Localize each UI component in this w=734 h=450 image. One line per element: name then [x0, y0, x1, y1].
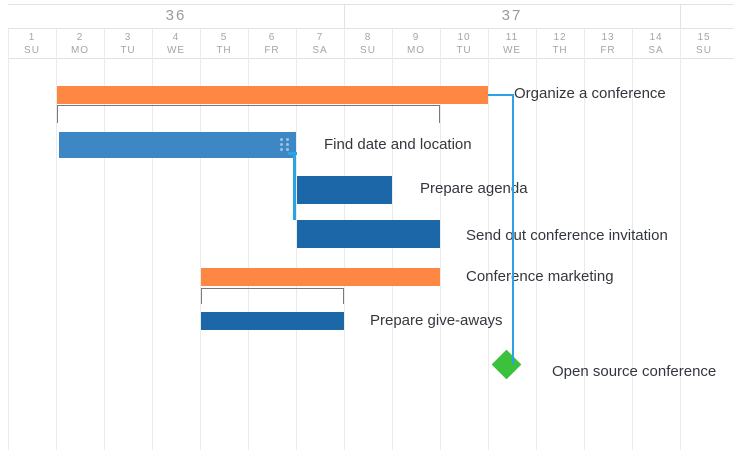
- header-divider: [8, 28, 734, 29]
- summary-bracket: [57, 105, 440, 123]
- day-of-week: MO: [70, 45, 90, 56]
- task-bar-find-date-location[interactable]: [59, 132, 296, 158]
- day-number: 4: [172, 32, 180, 43]
- day-header-cell: 8 SU: [344, 28, 392, 58]
- day-header-cell: 2 MO: [56, 28, 104, 58]
- task-bar-conference-marketing[interactable]: [201, 268, 440, 286]
- day-grid-line: [248, 28, 249, 450]
- day-grid-line: [488, 28, 489, 450]
- day-of-week: TH: [552, 45, 568, 56]
- drag-handle-icon[interactable]: [280, 138, 290, 152]
- day-of-week: SA: [312, 45, 328, 56]
- day-grid-line: [536, 28, 537, 450]
- summary-bracket: [201, 288, 344, 304]
- day-header-cell: 5 TH: [200, 28, 248, 58]
- task-label: Organize a conference: [514, 85, 666, 102]
- header-top-border: [8, 4, 734, 5]
- week-separator: [344, 4, 345, 28]
- day-grid-line: [440, 28, 441, 450]
- day-header-cell: 11 WE: [488, 28, 536, 58]
- day-of-week: FR: [600, 45, 616, 56]
- day-header-cell: 10 TU: [440, 28, 488, 58]
- day-grid-line: [584, 28, 585, 450]
- day-header-cell: 9 MO: [392, 28, 440, 58]
- day-number: 6: [268, 32, 276, 43]
- task-bar-prepare-giveaways[interactable]: [201, 312, 344, 330]
- day-of-week: SA: [648, 45, 664, 56]
- day-number: 12: [553, 32, 567, 43]
- day-header-cell: 15 SU: [680, 28, 728, 58]
- day-of-week: TH: [216, 45, 232, 56]
- dependency-connector: [488, 94, 514, 96]
- day-header-cell: 14 SA: [632, 28, 680, 58]
- day-header-cell: 3 TU: [104, 28, 152, 58]
- task-bar-send-invitation[interactable]: [297, 220, 440, 248]
- day-header-cell: 6 FR: [248, 28, 296, 58]
- day-number: 5: [220, 32, 228, 43]
- day-of-week: TU: [456, 45, 472, 56]
- day-grid-line: [104, 28, 105, 450]
- day-number: 3: [124, 32, 132, 43]
- day-of-week: MO: [406, 45, 426, 56]
- day-number: 13: [601, 32, 615, 43]
- day-header-cell: 7 SA: [296, 28, 344, 58]
- task-label: Prepare agenda: [420, 180, 528, 197]
- day-number: 2: [76, 32, 84, 43]
- week-header-37: 37: [501, 7, 523, 24]
- day-of-week: TU: [120, 45, 136, 56]
- day-header-cell: 1 SU: [8, 28, 56, 58]
- milestone-label: Open source conference: [552, 363, 717, 380]
- dependency-connector: [288, 152, 297, 155]
- header-bottom-border: [8, 58, 734, 59]
- week-header-36: 36: [165, 7, 187, 24]
- day-grid-line: [56, 28, 57, 450]
- day-grid-line: [680, 28, 681, 450]
- day-grid-line: [296, 28, 297, 450]
- day-of-week: SU: [696, 45, 712, 56]
- day-number: 7: [316, 32, 324, 43]
- day-of-week: FR: [264, 45, 280, 56]
- day-number: 14: [649, 32, 663, 43]
- task-label: Find date and location: [324, 136, 472, 153]
- task-bar-organize-conference[interactable]: [57, 86, 488, 104]
- week-separator: [680, 4, 681, 28]
- day-header-cell: 13 FR: [584, 28, 632, 58]
- day-grid-line: [200, 28, 201, 450]
- task-label: Prepare give-aways: [370, 312, 503, 329]
- day-header-cell: 12 TH: [536, 28, 584, 58]
- day-number: 1: [28, 32, 36, 43]
- day-number: 10: [457, 32, 471, 43]
- dependency-connector: [293, 152, 296, 220]
- day-of-week: WE: [166, 45, 186, 56]
- dependency-connector: [512, 94, 514, 364]
- day-number: 9: [412, 32, 420, 43]
- day-grid-line: [152, 28, 153, 450]
- day-header-cell: 4 WE: [152, 28, 200, 58]
- day-grid-line: [632, 28, 633, 450]
- task-label: Conference marketing: [466, 268, 614, 285]
- day-of-week: SU: [360, 45, 376, 56]
- day-number: 15: [697, 32, 711, 43]
- day-of-week: SU: [24, 45, 40, 56]
- day-of-week: WE: [502, 45, 522, 56]
- milestone-diamond-icon[interactable]: [491, 349, 522, 380]
- day-number: 11: [505, 32, 519, 43]
- day-number: 8: [364, 32, 372, 43]
- day-grid-line: [8, 28, 9, 450]
- task-label: Send out conference invitation: [466, 227, 668, 244]
- task-bar-prepare-agenda[interactable]: [297, 176, 392, 204]
